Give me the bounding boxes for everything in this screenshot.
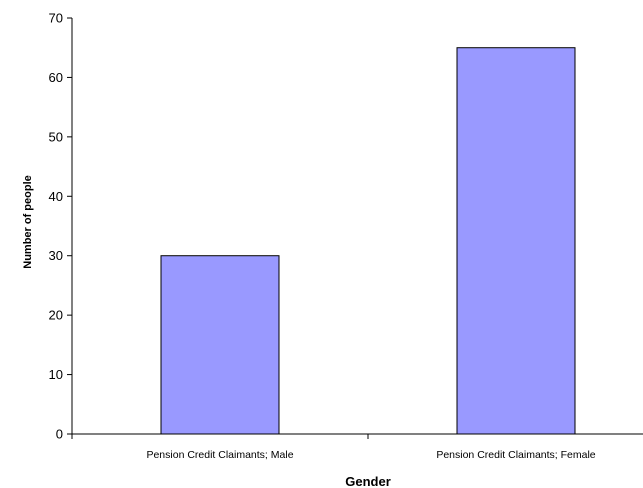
bar-1 <box>456 47 576 435</box>
y-axis-title: Number of people <box>22 175 34 269</box>
bar-0 <box>160 255 280 435</box>
y-tick-label: 70 <box>49 11 63 26</box>
category-labels: Pension Credit Claimants; Male Pension Cr… <box>146 449 595 461</box>
y-axis: 0 10 20 30 40 50 60 70 <box>49 11 73 442</box>
y-tick-label: 0 <box>56 427 63 442</box>
y-tick-label: 40 <box>49 189 63 204</box>
y-tick-label: 30 <box>49 248 63 263</box>
y-tick-label: 20 <box>49 308 63 323</box>
x-tick-label: Pension Credit Claimants; Female <box>436 449 595 461</box>
bars <box>160 47 576 435</box>
y-tick-label: 60 <box>49 70 63 85</box>
y-tick-label: 10 <box>49 367 63 382</box>
x-tick-label: Pension Credit Claimants; Male <box>146 449 293 461</box>
x-axis-title: Gender <box>345 474 391 488</box>
y-tick-label: 50 <box>49 129 63 144</box>
x-axis <box>71 433 643 439</box>
